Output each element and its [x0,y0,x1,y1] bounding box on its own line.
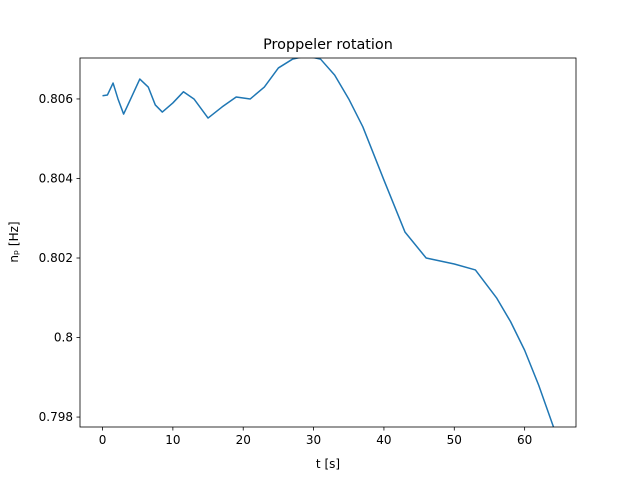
y-tick-label: 0.804 [39,171,73,185]
y-tick-label: 0.806 [39,92,73,106]
chart-title: Proppeler rotation [263,37,393,53]
x-tick-label: 0 [99,433,107,447]
x-tick-label: 20 [236,433,251,447]
x-tick-label: 50 [447,433,462,447]
x-tick-label: 10 [165,433,180,447]
y-axis-label: nₚ [Hz] [7,221,21,262]
y-tick-label: 0.8 [54,331,73,345]
line-series [102,58,555,427]
x-axis-label: t [s] [316,457,340,471]
y-tick-label: 0.802 [39,251,73,265]
axes-frame [79,57,577,428]
plot-area [102,58,555,427]
x-tick-label: 40 [376,433,391,447]
x-tick-label: 60 [517,433,532,447]
y-tick-label: 0.798 [39,410,73,424]
x-tick-label: 30 [306,433,321,447]
